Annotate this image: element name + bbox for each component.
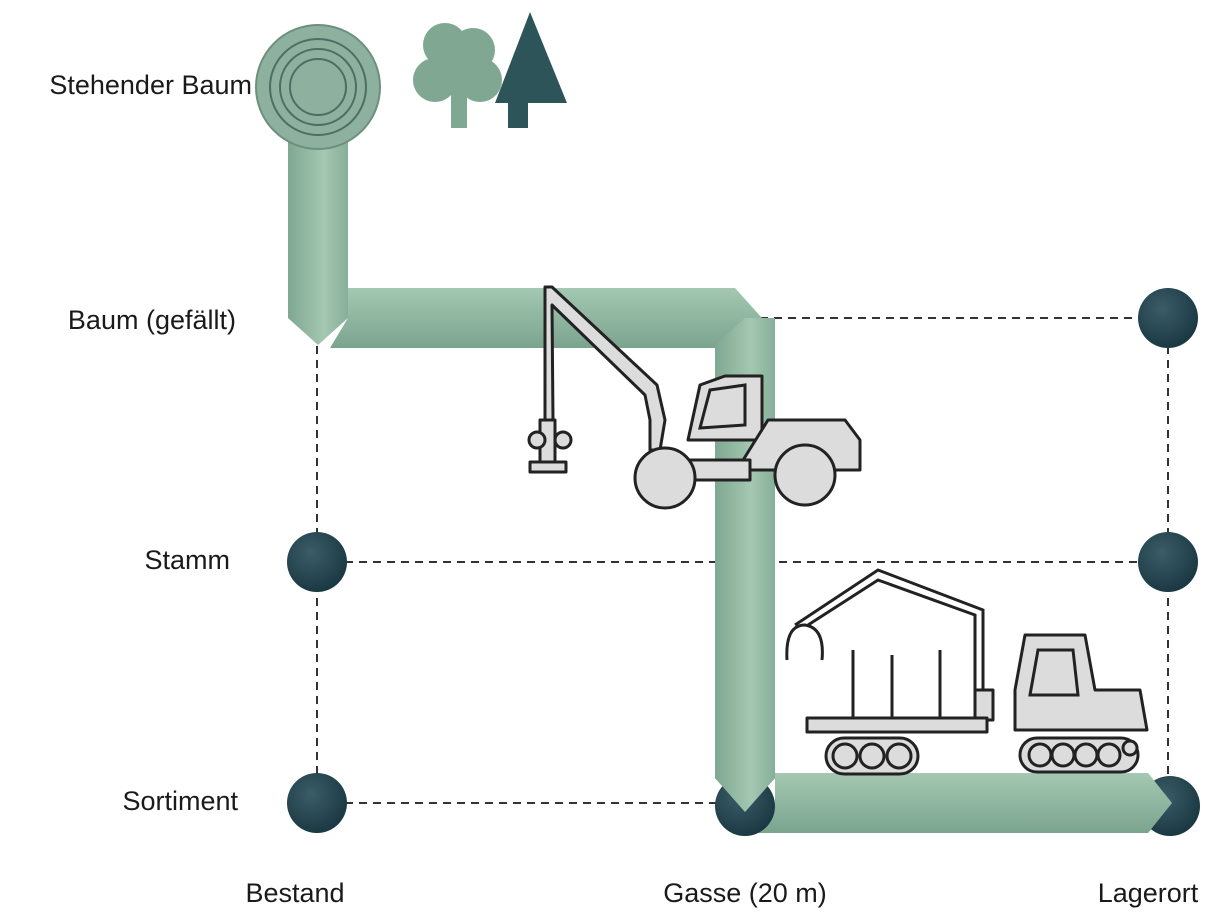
column-label: Gasse (20 m) — [663, 878, 827, 908]
column-label: Lagerort — [1098, 878, 1199, 908]
row-label: Baum (gefällt) — [68, 305, 236, 335]
column-label: Bestand — [245, 878, 344, 908]
row-label: Stehender Baum — [49, 70, 252, 100]
trees-icon — [413, 12, 567, 128]
row-label: Stamm — [144, 545, 230, 575]
diagram: Stehender Baum Baum (gefällt) Stamm Sort… — [0, 0, 1215, 913]
forwarder-icon — [787, 570, 1147, 774]
row-label: Sortiment — [122, 786, 238, 816]
tree-stump — [256, 25, 380, 149]
